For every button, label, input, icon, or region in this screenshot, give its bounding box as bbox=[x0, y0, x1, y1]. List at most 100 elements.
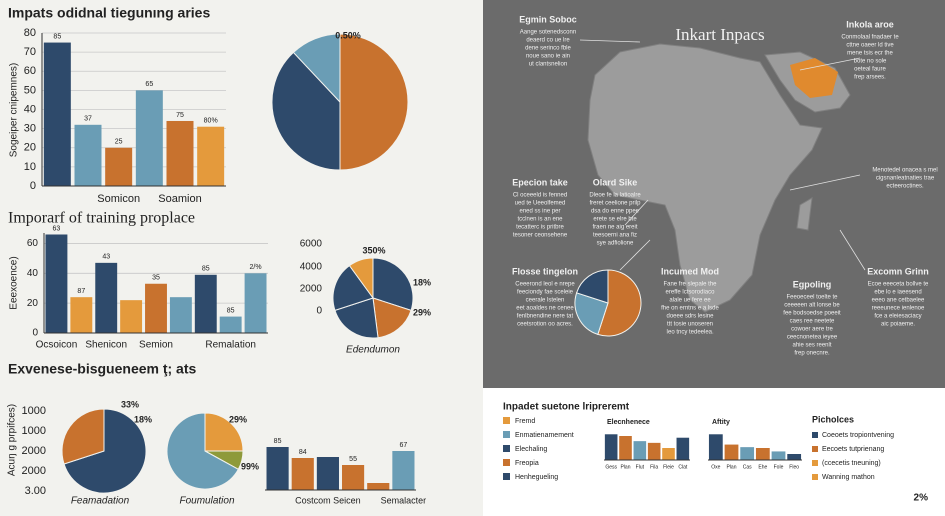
callout-text: Ieo tncy tedeelea. bbox=[666, 330, 714, 336]
chart-title: Elecnhenece bbox=[607, 419, 650, 426]
bar-label: 37 bbox=[84, 116, 92, 123]
x-tick-label: Remalation bbox=[205, 340, 256, 351]
bar bbox=[619, 436, 632, 460]
legend-swatch bbox=[503, 473, 510, 480]
pie-slice bbox=[166, 412, 239, 490]
y-axis-label: Sogeiper cnipemnes) bbox=[9, 63, 20, 158]
bar-label: 55 bbox=[349, 456, 357, 463]
legend-swatch bbox=[503, 417, 510, 424]
bar bbox=[95, 262, 118, 333]
x-tick-label: Flut bbox=[636, 464, 645, 470]
callout-text: caes ree neetete bbox=[790, 319, 835, 325]
callout-text: ceerale lstelen bbox=[526, 298, 565, 304]
pie-slice bbox=[292, 33, 341, 104]
y-tick-label: 1000 bbox=[22, 425, 46, 437]
bar bbox=[708, 434, 723, 460]
y-tick-label: 2000 bbox=[22, 445, 46, 457]
bar bbox=[43, 42, 71, 186]
pie-slice bbox=[372, 257, 414, 311]
map-title: Inkart Inpacs bbox=[675, 25, 764, 44]
section-title: Exvenese-bisgueneem ţ; ats bbox=[8, 361, 197, 377]
pie-slice bbox=[575, 269, 609, 304]
callout-heading: Olard Sike bbox=[593, 177, 638, 187]
x-tick-label: Somicon bbox=[97, 193, 140, 205]
y-tick-label: 0 bbox=[32, 328, 38, 339]
y-tick-label: 20 bbox=[24, 142, 36, 154]
bar bbox=[342, 465, 365, 490]
category-label: Feamadation bbox=[71, 496, 130, 507]
bar bbox=[169, 297, 192, 333]
callout-text: fenlbnendine nere tat bbox=[517, 314, 574, 320]
y-tick-label: 60 bbox=[27, 238, 39, 249]
y-axis-label: Eeexoence) bbox=[9, 256, 20, 309]
madagascar-shape bbox=[796, 197, 813, 231]
legend-label: Henhegueling bbox=[515, 474, 558, 481]
side-label: 2000 bbox=[300, 284, 323, 295]
callout-text: dene serinco fble bbox=[525, 46, 571, 52]
bar bbox=[291, 458, 314, 490]
legend-title: Inpadet suetone lripreremt bbox=[503, 402, 630, 413]
pie-slice bbox=[63, 408, 147, 494]
bar bbox=[367, 483, 390, 490]
x-tick-label: Plan bbox=[726, 464, 736, 470]
bar bbox=[145, 283, 167, 333]
callout-text: Ceeerond leol e nrepe bbox=[515, 282, 575, 288]
legend-swatch bbox=[812, 446, 818, 452]
bar-label: 85 bbox=[202, 266, 210, 273]
bar bbox=[266, 447, 289, 490]
callout-text: cttne oaeer ld tive bbox=[846, 43, 894, 49]
bar bbox=[219, 316, 242, 333]
callout-text: bote no sole bbox=[854, 59, 887, 65]
y-tick-label: 60 bbox=[24, 65, 36, 77]
chart-title: Impats odidnal tiegunıng aries bbox=[8, 5, 210, 21]
side-label: 6000 bbox=[300, 239, 323, 250]
legend-label: Freopia bbox=[515, 460, 539, 467]
callout-heading: Egpoling bbox=[793, 279, 832, 289]
legend-title: Picholces bbox=[812, 414, 854, 424]
callout-text: fraen ne aig ereit bbox=[592, 225, 637, 231]
africa-shape bbox=[587, 43, 823, 313]
pie-slice bbox=[348, 257, 374, 300]
pie-slice bbox=[334, 297, 379, 339]
callout-text: aic poiaeme. bbox=[881, 322, 915, 328]
bar bbox=[244, 273, 267, 333]
callout-text: fhe on erntns e a lsde bbox=[661, 306, 719, 312]
callout-text: ahie ses reenlt bbox=[792, 343, 831, 349]
legend-label: Elechaling bbox=[515, 446, 547, 453]
bar bbox=[197, 126, 225, 186]
bar-label: 25 bbox=[115, 139, 123, 146]
y-axis-label: Acuŋ g prpifces) bbox=[7, 404, 18, 476]
callout-text: ecteeroctines. bbox=[886, 184, 924, 190]
pie-annotation: 33% bbox=[121, 399, 139, 409]
callout-heading: Inkola aroe bbox=[846, 19, 894, 29]
pie-slice bbox=[339, 33, 409, 171]
callout-text: ut clantsnelion bbox=[529, 62, 567, 68]
bar bbox=[604, 434, 618, 460]
callout-text: reeeunece ienlenoe bbox=[872, 306, 925, 312]
callout-heading: Excomn Grinn bbox=[867, 266, 929, 276]
y-tick-label: 30 bbox=[24, 123, 36, 135]
legend-label: (ccecetis tneuning) bbox=[822, 460, 881, 467]
callout-text: alale ue fere ee bbox=[669, 298, 711, 304]
y-tick-label: 20 bbox=[27, 298, 39, 309]
callout-text: ceecnonetea ieyee bbox=[787, 335, 838, 341]
bar bbox=[194, 274, 217, 333]
footer-note: 2% bbox=[914, 493, 929, 504]
callout-text: eet aoaldes ne cenee bbox=[516, 306, 574, 312]
bar bbox=[45, 234, 68, 333]
map-texts: Inkart Inpacs Egmin Soboc Aange sotenedsc… bbox=[512, 14, 938, 356]
callout-text: mene tsis ecr the bbox=[847, 51, 893, 57]
category-label: Foumulation bbox=[179, 496, 234, 507]
bar bbox=[166, 120, 194, 186]
pie-annotation: 350% bbox=[362, 245, 385, 255]
callout-text: ttt tosie unoseren bbox=[667, 322, 713, 328]
callout-text: dsa do enne ppee bbox=[591, 209, 640, 215]
x-tick-label: Clat bbox=[678, 464, 688, 470]
y-tick-label: 80 bbox=[24, 27, 36, 39]
x-tick-label: Fila bbox=[650, 464, 658, 470]
bar-label: 87 bbox=[77, 288, 85, 295]
map bbox=[579, 39, 866, 313]
legend-label: Eecoets tutprienang bbox=[822, 446, 884, 453]
legend-swatch bbox=[812, 432, 818, 438]
callout-text: doeee sdrs lesine bbox=[666, 314, 714, 320]
